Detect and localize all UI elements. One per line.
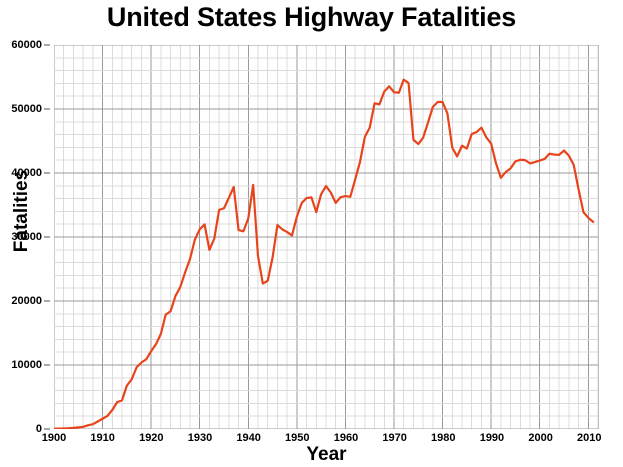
y-tick-label: 0 [35,423,42,435]
fatalities-line-series [54,78,595,429]
y-tick-mark [44,428,50,430]
y-tick-label: 10000 [11,359,42,371]
y-axis-title: Fatalities [11,169,32,253]
x-tick-label: 2010 [577,432,602,444]
x-tick-label: 1900 [41,432,67,444]
y-tick-mark [44,108,50,110]
y-tick-mark [44,44,50,46]
x-tick-label: 1910 [90,432,115,444]
x-tick-label: 1920 [139,432,164,444]
y-tick-mark [44,236,50,238]
plot-area [54,45,599,429]
x-axis-tick-labels: 1900 1910 1920 1930 1940 1950 1960 1970 1980 1990… [42,432,602,452]
grid-lines [54,45,598,429]
y-tick-mark [44,172,50,174]
x-tick-label: 1970 [382,432,407,444]
y-tick-mark [44,300,50,302]
y-tick-label: 40000 [11,167,42,179]
y-tick-label: 30000 [11,231,42,243]
x-tick-label: 1930 [187,432,213,444]
y-tick-label: 50000 [11,103,42,115]
x-tick-label: 1940 [236,432,261,444]
y-tick-mark [44,364,50,366]
x-axis-title: Year [306,444,347,465]
x-tick-label: 1960 [333,432,359,444]
x-tick-label: 2000 [528,432,553,444]
y-tick-label: 60000 [11,39,42,51]
y-tick-label: 20000 [11,295,42,307]
y-axis-tick-labels: 0 10000 20000 30000 40000 50000 60000 [0,39,50,435]
chart-title: United States Highway Fatalities [106,2,517,32]
x-tick-label: 1990 [479,432,505,444]
x-tick-label: 1980 [431,432,456,444]
x-tick-label: 1950 [285,432,310,444]
